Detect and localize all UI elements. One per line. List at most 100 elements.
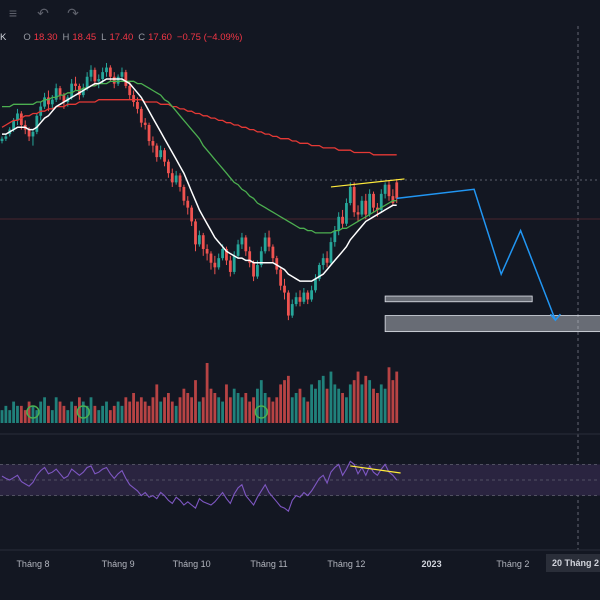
x-axis-tick-label: Tháng 9 (101, 559, 135, 569)
candle-body (54, 88, 58, 100)
candle-body (19, 113, 23, 125)
volume-bar (31, 405, 35, 423)
volume-bar (139, 397, 143, 423)
candle-body (286, 292, 290, 316)
volume-bar (391, 380, 395, 423)
symbol-label[interactable]: K (0, 32, 7, 43)
volume-bar (345, 397, 348, 423)
candle-body (306, 292, 310, 300)
candle-body (16, 113, 19, 121)
candle-body (221, 248, 224, 259)
candle-body (228, 260, 232, 272)
candle-body (47, 97, 50, 105)
support-zone (384, 315, 600, 333)
redo-icon[interactable]: ↷ (67, 4, 79, 21)
candle-body (225, 248, 228, 261)
low-value: 17.40 (109, 32, 134, 43)
high-key: H (62, 32, 70, 43)
ohlc-legend: K O 18.30 H 18.45 L 17.40 C 17.60 −0.75 (−4.… (0, 32, 244, 43)
candle-body (182, 186, 186, 201)
candle-body (194, 221, 197, 245)
candle-body (4, 136, 8, 139)
price-trendline (330, 178, 405, 188)
volume-bar (248, 401, 252, 423)
volume-bar (240, 397, 244, 423)
candle-body (275, 258, 279, 270)
volume-bar (132, 393, 135, 423)
ma-slow-line (1, 99, 397, 156)
close-value: 17.60 (148, 32, 172, 43)
volume-bar (70, 401, 74, 423)
volume-bar (190, 397, 194, 423)
volume-bar (178, 397, 182, 423)
volume-bar (314, 388, 317, 423)
volume-bar (8, 410, 12, 423)
volume-bar (151, 397, 155, 423)
volume-bar (170, 401, 174, 423)
candle-body (352, 186, 356, 213)
menu-icon[interactable]: ≡ (8, 5, 18, 21)
candle-body (345, 203, 348, 224)
candle-body (279, 269, 283, 286)
candle-body (364, 200, 368, 215)
candle-body (348, 186, 352, 204)
volume-bar (182, 388, 186, 423)
volume-bar (78, 397, 81, 423)
volume-marker (254, 405, 269, 419)
low-key: L (101, 32, 107, 43)
volume-bar (105, 401, 108, 423)
volume-bar (259, 380, 263, 423)
candle-body (256, 265, 259, 277)
candle-body (372, 193, 375, 208)
close-key: C (138, 32, 146, 43)
candle-body (120, 72, 124, 77)
volume-bar (379, 384, 383, 423)
change-value: −0.75 (−4.09%) (176, 32, 243, 43)
volume-marker (76, 405, 91, 419)
volume-bar (194, 380, 197, 423)
candle-body (128, 85, 132, 96)
x-axis-tick-label: 2023 (421, 559, 442, 569)
volume-bar (159, 401, 163, 423)
volume-bar (89, 397, 93, 423)
candle-body (85, 76, 89, 89)
candle-body (341, 216, 344, 224)
x-axis-tick-label: Tháng 11 (250, 559, 288, 569)
projection-arrowhead (549, 313, 561, 322)
rsi-trendline (350, 465, 401, 474)
undo-icon[interactable]: ↶ (37, 4, 49, 21)
volume-bar (19, 405, 23, 423)
volume-bar (244, 393, 248, 423)
chart-toolbar: ≡ ↶ ↷ (0, 0, 84, 26)
candle-body (317, 265, 321, 279)
candle-body (101, 72, 105, 80)
candle-body (259, 251, 263, 266)
volume-bar (267, 397, 271, 423)
volume-bar (155, 384, 159, 423)
volume-bar (252, 397, 255, 423)
candle-body (290, 304, 294, 316)
volume-bar (116, 401, 120, 423)
volume-bar (321, 375, 325, 423)
volume-bar (298, 388, 302, 423)
candle-body (263, 237, 267, 252)
candle-body (217, 258, 221, 268)
volume-bar (213, 393, 217, 423)
candle-body (391, 196, 395, 204)
volume-bar (197, 401, 201, 423)
candle-body (163, 150, 166, 162)
volume-bar (364, 375, 368, 423)
candle-body (337, 216, 341, 231)
volume-bar (225, 384, 228, 423)
volume-bar (101, 405, 105, 423)
volume-bar (136, 401, 139, 423)
candle-body (151, 141, 155, 146)
candle-body (205, 248, 209, 254)
volume-bar (12, 401, 16, 423)
candle-body (58, 88, 62, 96)
candle-body (97, 79, 101, 82)
volume-bar (368, 380, 372, 423)
candle-body (178, 175, 182, 187)
candle-body (360, 200, 364, 215)
